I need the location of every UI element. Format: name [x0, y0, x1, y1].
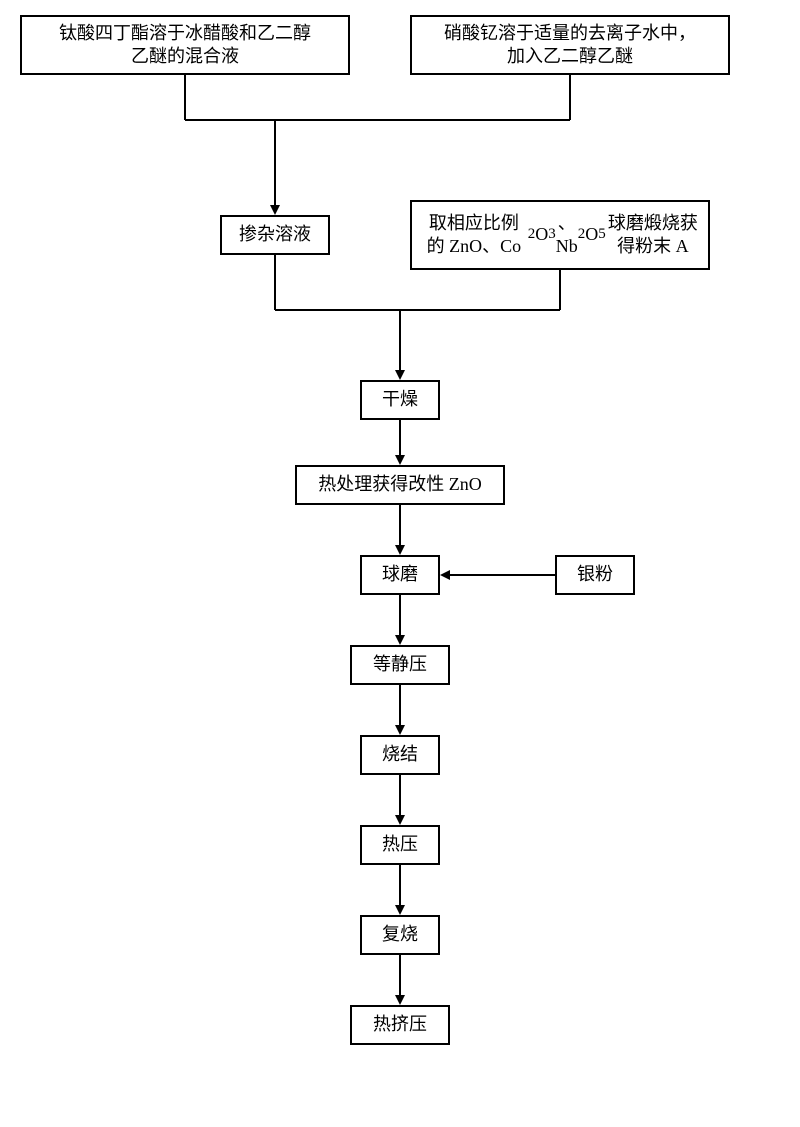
node-powder-a: 取相应比例的 ZnO、Co2O3、Nb2O5 球磨煅烧获得粉末 A — [410, 200, 710, 270]
node-silver-powder: 银粉 — [555, 555, 635, 595]
node-isostatic-press: 等静压 — [350, 645, 450, 685]
node-sinter: 烧结 — [360, 735, 440, 775]
node-hot-extrude: 热挤压 — [350, 1005, 450, 1045]
node-top-left: 钛酸四丁酯溶于冰醋酸和乙二醇乙醚的混合液 — [20, 15, 350, 75]
node-heat-treat: 热处理获得改性 ZnO — [295, 465, 505, 505]
node-top-right: 硝酸钇溶于适量的去离子水中，加入乙二醇乙醚 — [410, 15, 730, 75]
node-doped-solution: 掺杂溶液 — [220, 215, 330, 255]
node-hot-press: 热压 — [360, 825, 440, 865]
node-re-sinter: 复烧 — [360, 915, 440, 955]
node-dry: 干燥 — [360, 380, 440, 420]
node-ball-mill: 球磨 — [360, 555, 440, 595]
